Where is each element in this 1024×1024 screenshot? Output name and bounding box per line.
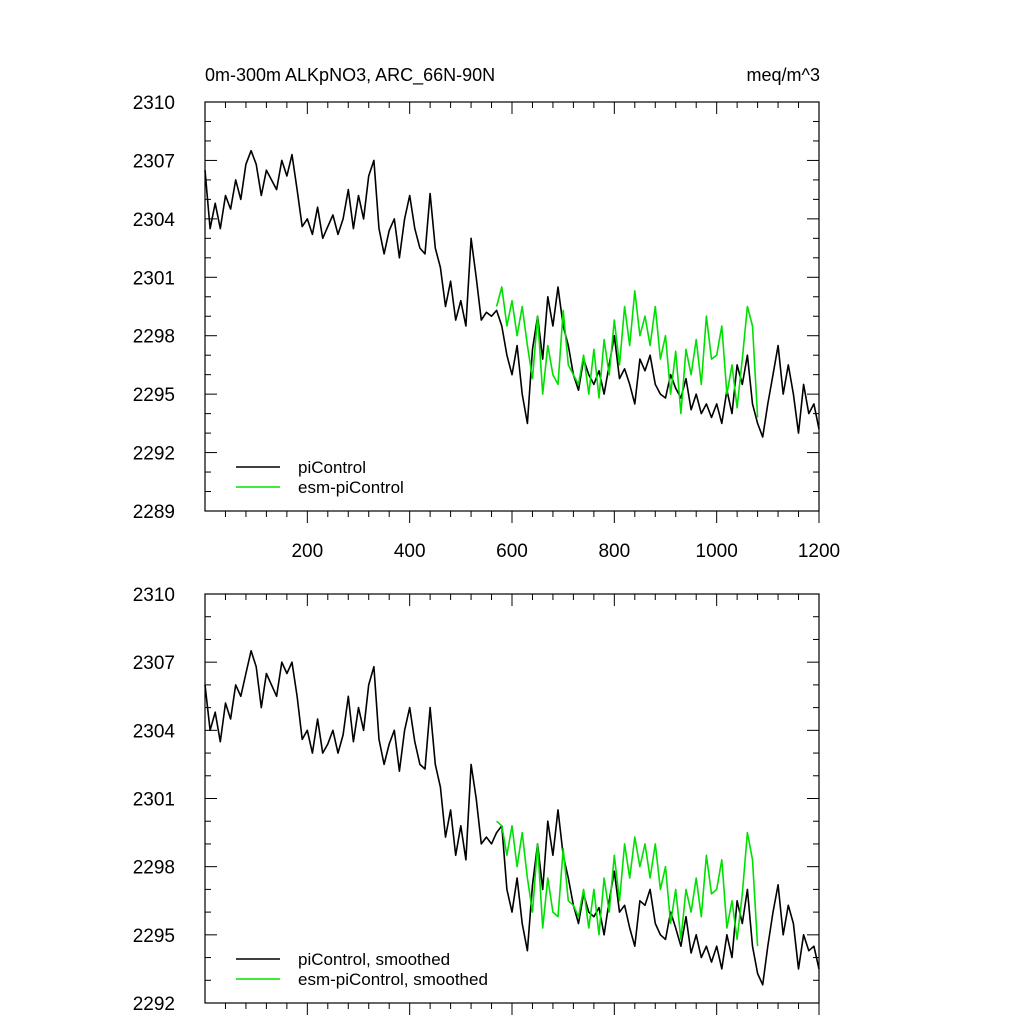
y-tick-label: 2289 <box>133 502 175 523</box>
legend-label: piControl <box>298 458 366 477</box>
x-tick-label: 1200 <box>798 541 840 562</box>
y-tick-label: 2292 <box>133 444 175 465</box>
y-tick-label: 2292 <box>133 994 175 1015</box>
y-tick-label: 2301 <box>133 790 175 811</box>
y-tick-label: 2298 <box>133 327 175 348</box>
plot-frame <box>204 593 820 1004</box>
y-tick-label: 2295 <box>133 926 175 947</box>
plot-frame <box>204 101 820 512</box>
top-panel: 0m-300m ALKpNO3, ARC_66N-90N meq/m^3 228… <box>133 65 840 562</box>
y-tick-label: 2304 <box>133 721 176 742</box>
y-tick-label: 2301 <box>133 268 175 289</box>
y-tick-label: 2310 <box>133 585 175 606</box>
series-line-picontrol <box>204 149 820 438</box>
series-line-esm-picontrol <box>495 286 759 418</box>
y-tick-label: 2307 <box>133 653 175 674</box>
legend-label: esm-piControl <box>298 478 404 497</box>
chart-title: 0m-300m ALKpNO3, ARC_66N-90N <box>205 65 495 86</box>
x-tick-label: 600 <box>496 541 528 562</box>
x-tick-label: 400 <box>394 541 426 562</box>
series-line-esm-picontrol <box>496 820 759 947</box>
y-tick-label: 2304 <box>133 210 176 231</box>
legend-label: piControl, smoothed <box>298 950 450 969</box>
y-tick-label: 2307 <box>133 151 175 172</box>
x-tick-label: 800 <box>598 541 630 562</box>
series-line-picontrol <box>204 649 820 986</box>
y-tick-label: 2310 <box>133 93 175 114</box>
y-tick-label: 2295 <box>133 385 175 406</box>
bottom-panel: 2292 2295 2298 2301 2304 2307 2310 piControl, s… <box>133 585 820 1015</box>
legend-label: esm-piControl, smoothed <box>298 970 488 989</box>
x-tick-label: 200 <box>291 541 323 562</box>
y-tick-label: 2298 <box>133 858 175 879</box>
units-label: meq/m^3 <box>747 65 820 85</box>
x-tick-label: 1000 <box>696 541 738 562</box>
